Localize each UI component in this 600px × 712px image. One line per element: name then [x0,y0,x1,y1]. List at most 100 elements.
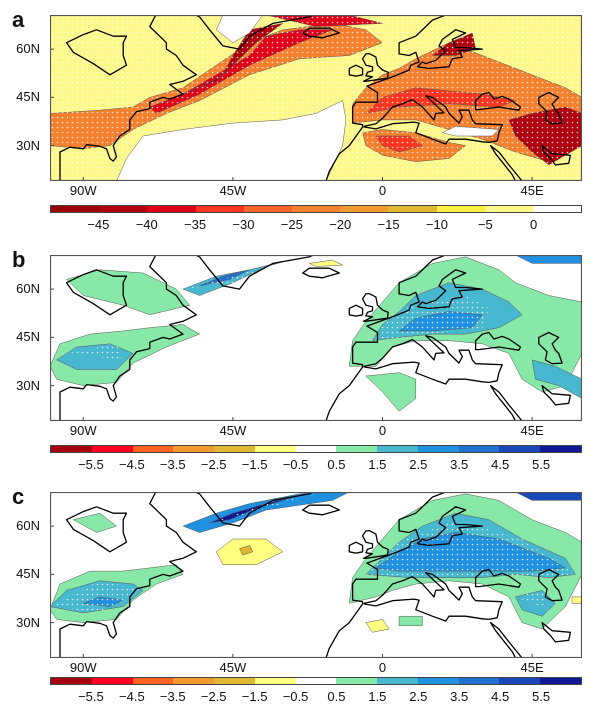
coastline-iceland [302,504,340,516]
colorbar-bin [540,678,581,684]
lat-label: 30N [16,137,40,153]
lat-label: 60N [16,41,40,57]
map-panel-b [49,253,583,422]
colorbar-bin [147,206,196,212]
coastline-med [363,572,503,622]
lat-label: 30N [16,614,40,630]
colorbar-tick-label: −2.5 [200,689,227,704]
coastline-hudson [65,29,128,76]
colorbar-tick-label: −1.5 [241,457,268,472]
colorbar-bin [417,678,459,684]
significance-stippling [66,343,124,360]
colorbar-tick-label: 4.5 [491,457,510,472]
colorbar [50,445,582,453]
colorbar-bin [51,206,100,212]
colorbar-tick-label: −5.5 [78,457,104,472]
coastline-baltic [416,506,483,547]
coastline-iceland [302,267,340,279]
colorbar-bin [377,446,418,452]
lon-label: 45E [520,423,544,438]
coastline-med [363,335,503,385]
coastline-black [474,331,522,351]
coastline-hudson [65,269,128,316]
coastline-atlantic [59,490,450,659]
colorbar-bin [336,446,378,452]
map-frame [49,254,583,422]
coastline-black [474,568,522,588]
map-frame [49,14,583,182]
colorbar-tick-label: −30 [232,217,255,232]
lon-label: 90W [69,423,97,438]
colorbar-tick-label: −2.5 [200,457,227,472]
coastline-black [474,91,522,111]
map-panel-c [49,490,583,659]
significance-stippling [50,580,144,613]
colorbar-tick-label: 1.5 [368,689,387,704]
colorbar-bin [532,206,582,212]
panel-label: b [12,247,26,272]
colorbar-tick-label: −3.5 [159,457,186,472]
colorbar-tick-label: 2.5 [409,457,428,472]
coastline-iceland [302,27,340,39]
colorbar-tick-label: 2.5 [409,689,428,704]
colorbar-bin [499,678,541,684]
colorbar [50,677,582,685]
colorbar-tick-label: 5.5 [532,457,551,472]
colorbar-tick-label: −5.5 [78,689,104,704]
significance-stippling [372,295,489,341]
coastline-uk [361,529,389,559]
colorbar-tick-label: −35 [184,217,207,232]
coastline-ireland [348,64,364,77]
coastline-ireland [348,304,364,317]
shaded-field-region [571,596,583,604]
colorbar [50,205,582,213]
lon-label: 0 [378,660,387,675]
colorbar-tick-label: −15 [377,217,400,232]
colorbar-tick-label: −45 [87,217,110,232]
colorbar-tick-label: 3.5 [450,457,469,472]
coastline-med [363,95,503,145]
colorbar-bin [417,446,459,452]
lon-label: 90W [69,660,97,675]
lon-label: 0 [378,183,387,198]
coastline-hudson [65,506,128,553]
coastline-caspian [538,91,563,125]
coastline-gulf [541,144,572,166]
colorbar-tick-label: −25 [280,217,303,232]
colorbar-bin [254,678,296,684]
significance-stippling [515,590,549,610]
colorbar-tick-label: 5.5 [532,689,551,704]
colorbar-bin [99,206,148,212]
lat-label: 30N [16,377,40,393]
lat-label: 45N [16,89,40,105]
lon-label: 90W [69,183,97,198]
lat-label: 60N [16,518,40,534]
lat-label: 45N [16,566,40,582]
shaded-field-region [116,100,347,182]
coastline-atlantic [59,13,450,182]
colorbar-bin [377,678,418,684]
coastline-atlantic [59,253,450,422]
shaded-field-region [365,372,417,412]
colorbar-bin [336,678,378,684]
colorbar-tick-label: −1.5 [241,689,268,704]
colorbar-tick-label: −5 [477,217,493,232]
coastline-caspian [538,568,563,602]
shaded-field-region [66,269,191,316]
colorbar-bin [214,446,255,452]
colorbar-bin [173,446,215,452]
colorbar-bin [295,446,337,452]
coastline-gulf [541,384,572,406]
lon-label: 45E [520,183,544,198]
colorbar-bin [254,446,296,452]
coastline-uk [361,52,389,82]
colorbar-bin [499,446,541,452]
colorbar-bin [91,678,133,684]
lat-label: 60N [16,281,40,297]
colorbar-tick-label: −20 [329,217,352,232]
colorbar-tick-label: −40 [135,217,158,232]
lon-label: 45W [219,660,247,675]
coastline-ireland [348,541,364,554]
colorbar-bin [51,446,92,452]
